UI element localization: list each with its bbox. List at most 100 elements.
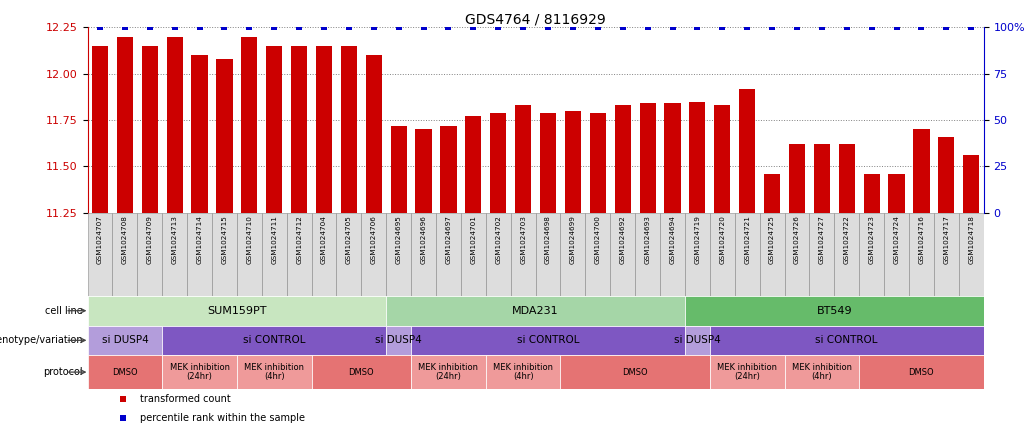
- Text: protocol: protocol: [43, 367, 83, 377]
- Bar: [908, 213, 934, 296]
- Bar: [237, 355, 311, 389]
- Text: GSM1024722: GSM1024722: [844, 215, 850, 264]
- Bar: [710, 213, 734, 296]
- Text: MEK inhibition
(4hr): MEK inhibition (4hr): [244, 363, 304, 382]
- Bar: [466, 116, 481, 213]
- Text: GSM1024711: GSM1024711: [271, 215, 277, 264]
- Bar: [167, 37, 182, 213]
- Title: GDS4764 / 8116929: GDS4764 / 8116929: [466, 12, 606, 26]
- Bar: [92, 46, 108, 213]
- Text: MDA231: MDA231: [512, 306, 559, 316]
- Bar: [764, 174, 780, 213]
- Text: GSM1024724: GSM1024724: [894, 215, 899, 264]
- Bar: [959, 213, 984, 296]
- Text: MEK inhibition
(4hr): MEK inhibition (4hr): [792, 363, 852, 382]
- Text: GSM1024723: GSM1024723: [868, 215, 874, 264]
- Bar: [490, 113, 507, 213]
- Text: transformed count: transformed count: [139, 394, 231, 404]
- Bar: [163, 213, 187, 296]
- Bar: [610, 213, 636, 296]
- Bar: [163, 355, 237, 389]
- Bar: [785, 355, 859, 389]
- Bar: [734, 213, 759, 296]
- Text: GSM1024717: GSM1024717: [943, 215, 950, 264]
- Bar: [237, 213, 262, 296]
- Text: si CONTROL: si CONTROL: [816, 335, 878, 345]
- Bar: [810, 213, 834, 296]
- Bar: [460, 213, 486, 296]
- Bar: [341, 46, 357, 213]
- Bar: [515, 105, 531, 213]
- Bar: [88, 213, 112, 296]
- Bar: [640, 103, 656, 213]
- Bar: [163, 326, 386, 355]
- Bar: [914, 129, 929, 213]
- Bar: [689, 102, 706, 213]
- Bar: [685, 296, 984, 326]
- Bar: [291, 46, 307, 213]
- Bar: [212, 213, 237, 296]
- Bar: [142, 46, 158, 213]
- Bar: [789, 144, 805, 213]
- Text: genotype/variation: genotype/variation: [0, 335, 83, 345]
- Text: GSM1024718: GSM1024718: [968, 215, 974, 264]
- Text: si DUSP4: si DUSP4: [102, 335, 148, 345]
- Bar: [286, 213, 311, 296]
- Bar: [411, 355, 486, 389]
- Text: GSM1024726: GSM1024726: [794, 215, 800, 264]
- Text: GSM1024719: GSM1024719: [694, 215, 700, 264]
- Bar: [311, 355, 411, 389]
- Text: GSM1024713: GSM1024713: [172, 215, 177, 264]
- Text: MEK inhibition
(24hr): MEK inhibition (24hr): [170, 363, 230, 382]
- Text: si DUSP4: si DUSP4: [375, 335, 422, 345]
- Bar: [187, 213, 212, 296]
- Text: percentile rank within the sample: percentile rank within the sample: [139, 413, 305, 423]
- Bar: [859, 213, 884, 296]
- Bar: [411, 326, 685, 355]
- Text: GSM1024701: GSM1024701: [471, 215, 476, 264]
- Bar: [486, 213, 511, 296]
- Bar: [714, 105, 730, 213]
- Bar: [241, 37, 258, 213]
- Bar: [884, 213, 908, 296]
- Bar: [88, 355, 163, 389]
- Bar: [838, 144, 855, 213]
- Bar: [560, 355, 710, 389]
- Bar: [834, 213, 859, 296]
- Bar: [859, 355, 984, 389]
- Bar: [615, 105, 630, 213]
- Bar: [436, 213, 460, 296]
- Bar: [564, 111, 581, 213]
- Bar: [112, 213, 137, 296]
- Bar: [337, 213, 362, 296]
- Bar: [192, 55, 208, 213]
- Text: GSM1024712: GSM1024712: [297, 215, 302, 264]
- Text: GSM1024702: GSM1024702: [495, 215, 502, 264]
- Text: GSM1024707: GSM1024707: [97, 215, 103, 264]
- Bar: [362, 213, 386, 296]
- Bar: [311, 213, 337, 296]
- Text: GSM1024698: GSM1024698: [545, 215, 551, 264]
- Bar: [540, 113, 556, 213]
- Text: GSM1024715: GSM1024715: [221, 215, 228, 264]
- Bar: [814, 144, 830, 213]
- Text: DMSO: DMSO: [908, 368, 934, 376]
- Text: DMSO: DMSO: [622, 368, 648, 376]
- Text: MEK inhibition
(24hr): MEK inhibition (24hr): [717, 363, 778, 382]
- Text: si DUSP4: si DUSP4: [674, 335, 721, 345]
- Bar: [262, 213, 286, 296]
- Text: GSM1024705: GSM1024705: [346, 215, 352, 264]
- Text: SUM159PT: SUM159PT: [207, 306, 267, 316]
- Bar: [938, 137, 955, 213]
- Bar: [664, 103, 681, 213]
- Bar: [934, 213, 959, 296]
- Bar: [441, 126, 456, 213]
- Bar: [785, 213, 810, 296]
- Bar: [386, 213, 411, 296]
- Bar: [88, 326, 163, 355]
- Text: GSM1024720: GSM1024720: [719, 215, 725, 264]
- Text: GSM1024699: GSM1024699: [570, 215, 576, 264]
- Text: GSM1024710: GSM1024710: [246, 215, 252, 264]
- Text: GSM1024725: GSM1024725: [769, 215, 775, 264]
- Bar: [759, 213, 785, 296]
